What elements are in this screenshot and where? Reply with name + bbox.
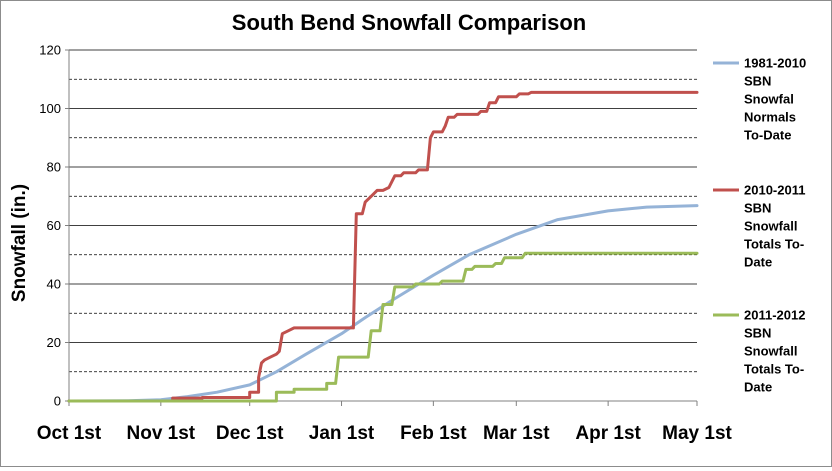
series-line-2 xyxy=(67,90,699,403)
y-axis-label: Snowfall (in.) xyxy=(9,184,30,302)
x-tick-label: Oct 1st xyxy=(37,423,102,444)
y-tick-label: 60 xyxy=(47,218,61,233)
y-tick-label: 40 xyxy=(47,277,61,292)
data-series xyxy=(67,90,699,403)
legend-entry-3-line: Date xyxy=(744,380,772,395)
x-tick-label: Mar 1st xyxy=(483,423,550,444)
legend-entry-2-line: Totals To- xyxy=(744,237,804,252)
legend-entry-1-line: SBN xyxy=(744,74,771,89)
legend-entry-1-line: To-Date xyxy=(744,128,791,143)
legend-entry-3-line: 2011-2012 xyxy=(744,308,805,323)
legend-entry-1-line: Snowfal xyxy=(744,92,794,107)
x-tick-label: Jan 1st xyxy=(309,423,375,444)
x-tick-label: May 1st xyxy=(662,423,732,444)
grid-lines xyxy=(69,49,697,373)
x-tick-label: Nov 1st xyxy=(127,423,196,444)
legend-entry-2-line: Date xyxy=(744,255,772,270)
legend-entry-2-line: SBN xyxy=(744,201,771,216)
legend-entry-3-line: SBN xyxy=(744,326,771,341)
legend-entry-1-line: Normals xyxy=(744,110,796,125)
axes xyxy=(65,49,698,406)
chart-title: South Bend Snowfall Comparison xyxy=(232,10,586,35)
legend-entry-2-line: Snowfall xyxy=(744,219,797,234)
y-tick-label: 0 xyxy=(54,394,61,409)
x-tick-label: Dec 1st xyxy=(216,423,284,444)
x-tick-label: Apr 1st xyxy=(575,423,641,444)
y-tick-label: 80 xyxy=(47,160,61,175)
x-tick-label: Feb 1st xyxy=(400,423,467,444)
y-tick-label: 100 xyxy=(39,101,61,116)
series-line-3 xyxy=(67,251,699,403)
y-tick-label: 120 xyxy=(39,43,61,58)
y-tick-label: 20 xyxy=(47,335,61,350)
legend-entry-1-line: 1981-2010 xyxy=(744,56,806,71)
legend: 1981-2010 SBN Snowfal Normals To-Date 2010-20… xyxy=(713,56,806,395)
y-tick-labels: 0 20 40 60 80 100 120 xyxy=(39,43,61,409)
legend-entry-3-line: Snowfall xyxy=(744,344,797,359)
legend-entry-3-line: Totals To- xyxy=(744,362,804,377)
legend-entry-2-line: 2010-2011 xyxy=(744,183,805,198)
x-tick-labels: Oct 1st Nov 1st Dec 1st Jan 1st Feb 1st Mar 1… xyxy=(37,423,733,444)
